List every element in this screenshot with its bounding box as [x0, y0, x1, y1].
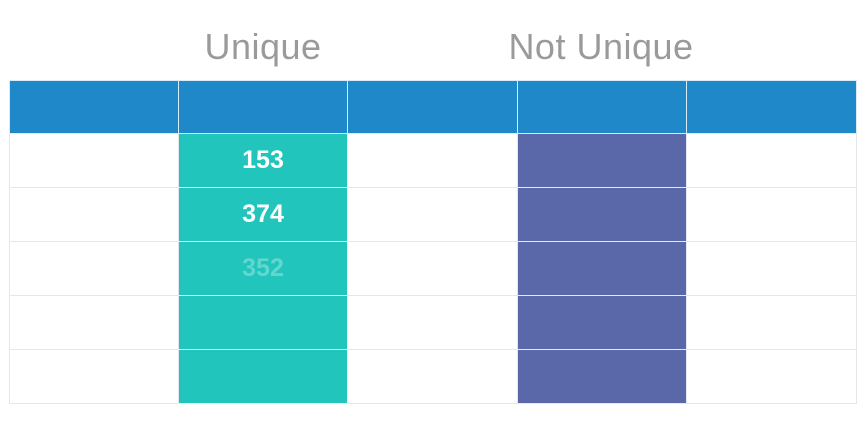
- unique-column-heading: Unique: [204, 26, 322, 67]
- table-cell: [9, 187, 179, 242]
- comparison-table: 153 374 352: [9, 80, 857, 404]
- header-cell: [9, 80, 179, 134]
- table-cell: [9, 349, 179, 404]
- header-cell: [178, 80, 348, 134]
- table-row: 352: [9, 241, 857, 296]
- not-unique-value-cell: [517, 349, 687, 404]
- not-unique-value-cell: [517, 241, 687, 296]
- unique-value-cell: [178, 349, 348, 404]
- unique-value-cell: [178, 295, 348, 350]
- table-cell: [686, 349, 857, 404]
- table-cell: [9, 241, 179, 296]
- not-unique-column-heading: Not Unique: [508, 26, 694, 67]
- table-header-row: [9, 80, 857, 134]
- table-cell: [347, 295, 518, 350]
- table-cell: [686, 241, 857, 296]
- unique-value-cell: 352: [178, 241, 348, 296]
- table-cell: [347, 133, 518, 188]
- table-row: [9, 349, 857, 404]
- header-cell: [347, 80, 518, 134]
- table-cell: [686, 133, 857, 188]
- table-cell: [686, 187, 857, 242]
- header-cell: [686, 80, 857, 134]
- table-cell: [9, 133, 179, 188]
- not-unique-value-cell: [517, 187, 687, 242]
- unique-value-cell: 374: [178, 187, 348, 242]
- table-row: 374: [9, 187, 857, 242]
- not-unique-value-cell: [517, 133, 687, 188]
- table-cell: [686, 295, 857, 350]
- table-cell: [347, 187, 518, 242]
- table-cell: [9, 295, 179, 350]
- table-row: 153: [9, 133, 857, 188]
- header-cell: [517, 80, 687, 134]
- table-row: [9, 295, 857, 350]
- table-cell: [347, 241, 518, 296]
- not-unique-value-cell: [517, 295, 687, 350]
- unique-value-cell: 153: [178, 133, 348, 188]
- table-cell: [347, 349, 518, 404]
